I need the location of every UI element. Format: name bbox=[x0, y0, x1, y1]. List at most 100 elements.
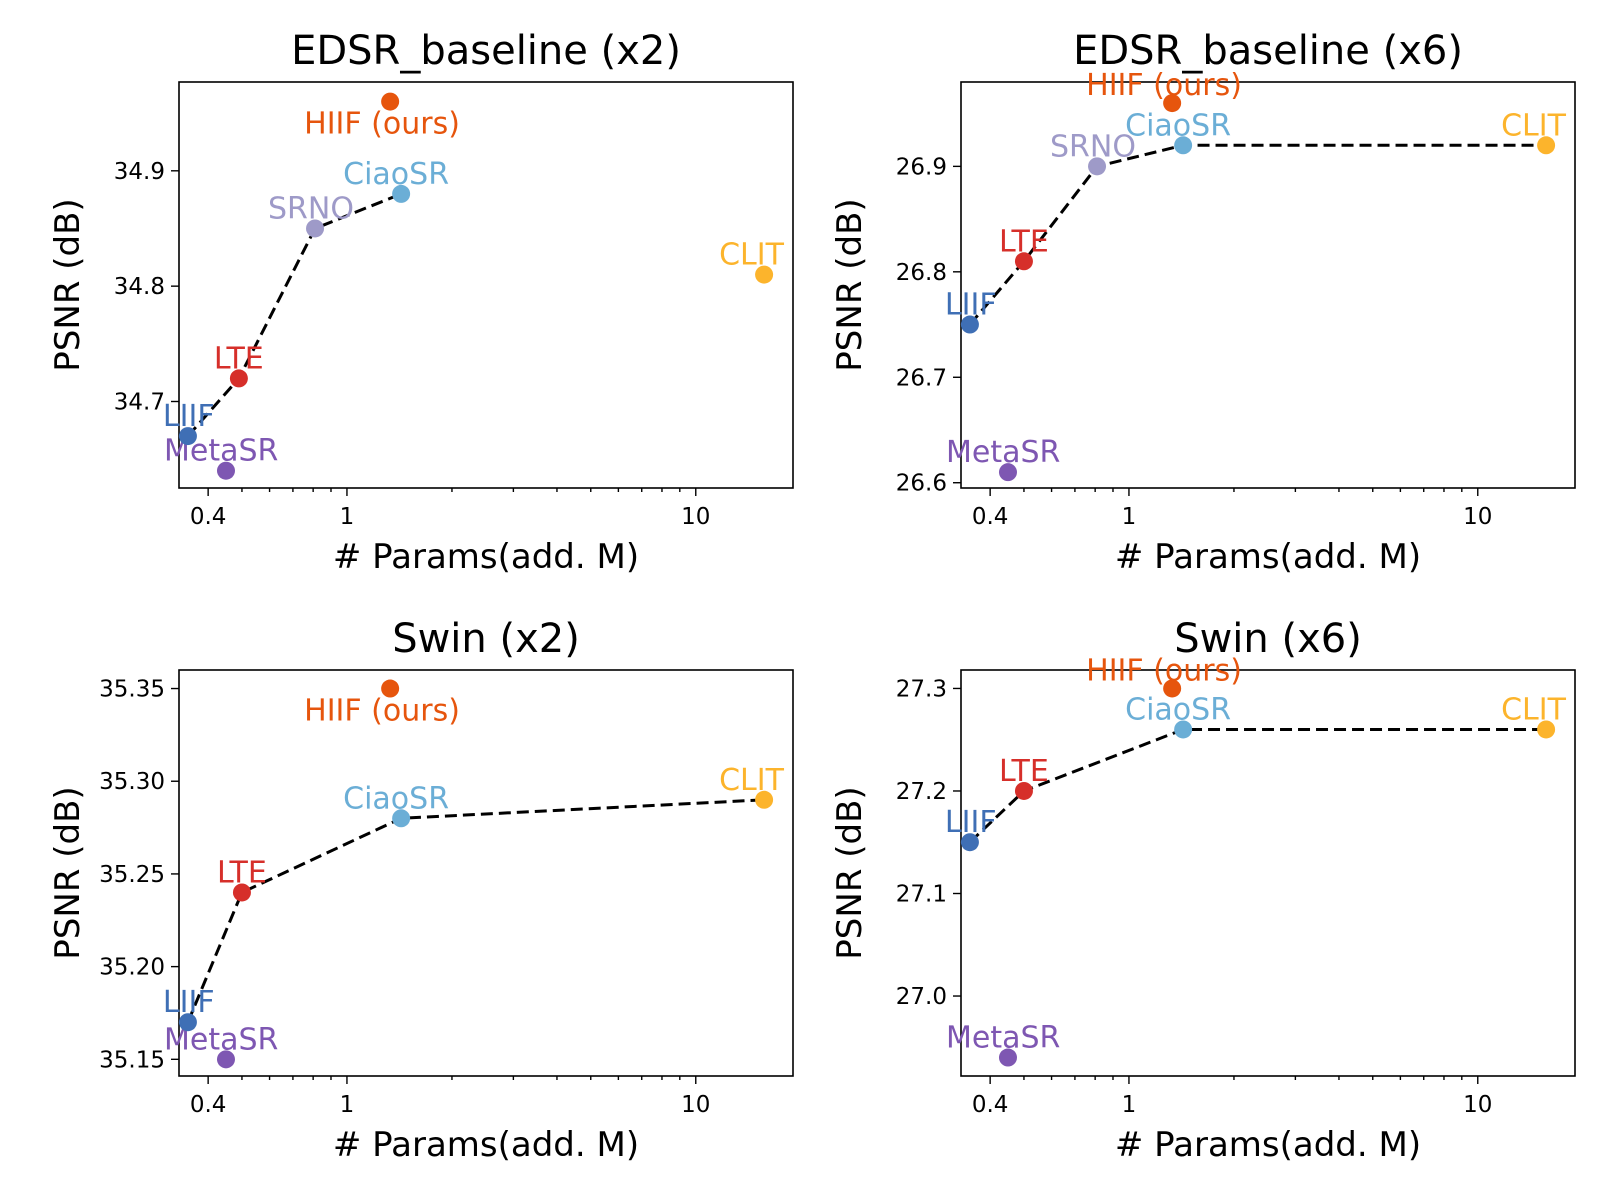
point-label: SRNO bbox=[1050, 129, 1136, 164]
point-hiif-ours bbox=[381, 92, 400, 111]
point-metasr bbox=[998, 1048, 1017, 1067]
x-tick-label: 0.4 bbox=[972, 504, 1009, 530]
x-tick-label: 0.4 bbox=[972, 1092, 1009, 1118]
y-tick-label: 27.0 bbox=[896, 984, 947, 1010]
pareto-front-line bbox=[186, 192, 402, 438]
pareto-front-line bbox=[968, 728, 1547, 844]
point-label: LTE bbox=[999, 754, 1049, 789]
x-tick-label: 1 bbox=[340, 504, 355, 530]
pareto-front-line bbox=[968, 143, 1547, 326]
point-liif bbox=[178, 1013, 197, 1032]
chart-title: Swin (x6) bbox=[1174, 616, 1362, 662]
point-lte bbox=[232, 883, 251, 902]
x-tick-label: 0.4 bbox=[190, 1092, 227, 1118]
point-label: SRNO bbox=[268, 191, 354, 226]
y-tick-label: 35.15 bbox=[99, 1047, 165, 1073]
point-hiif-ours bbox=[1163, 94, 1182, 113]
subplot-1: EDSR_baseline (x2) 34.7 34.8 34.9 0.4 1 10 # Pa… bbox=[48, 28, 794, 577]
pareto-front-line bbox=[186, 798, 765, 1023]
x-axis-label: # Params(add. M) bbox=[1115, 1125, 1421, 1165]
point-ciaosr bbox=[1174, 720, 1193, 739]
point-label: CiaoSR bbox=[1125, 108, 1231, 143]
point-metasr bbox=[216, 461, 235, 480]
point-srno bbox=[306, 219, 325, 238]
y-tick-label: 35.35 bbox=[99, 677, 165, 703]
y-axis-label: PSNR (dB) bbox=[48, 786, 88, 959]
point-label: HIIF (ours) bbox=[304, 694, 460, 729]
point-ciaosr bbox=[392, 184, 411, 203]
y-tick-label: 34.7 bbox=[114, 389, 165, 415]
point-label: CLIT bbox=[1501, 108, 1567, 143]
point-hiif-ours bbox=[1163, 679, 1182, 698]
point-label: MetaSR bbox=[946, 435, 1060, 470]
point-label: CiaoSR bbox=[1125, 692, 1231, 727]
point-liif bbox=[178, 427, 197, 446]
chart-title: EDSR_baseline (x2) bbox=[291, 28, 681, 74]
x-tick-label: 10 bbox=[681, 504, 710, 530]
x-tick-label: 1 bbox=[340, 1092, 355, 1118]
chart-title: Swin (x2) bbox=[392, 616, 580, 662]
y-tick-label: 34.8 bbox=[114, 274, 165, 300]
point-label: HIIF (ours) bbox=[1086, 653, 1242, 688]
y-tick-label: 26.7 bbox=[896, 365, 947, 391]
subplot-3: Swin (x2) 35.15 35.20 35.25 35.30 35.35 0.4 1 10… bbox=[48, 616, 794, 1165]
subplot-4: Swin (x6) 27.0 27.1 27.2 27.3 0.4 1 10 # Params(… bbox=[830, 616, 1576, 1165]
point-label: LIIF bbox=[163, 985, 215, 1020]
point-metasr bbox=[998, 463, 1017, 482]
point-label: MetaSR bbox=[946, 1021, 1060, 1056]
point-label: LIIF bbox=[945, 805, 997, 840]
point-clit bbox=[1537, 136, 1556, 155]
point-label: CiaoSR bbox=[343, 781, 449, 816]
point-lte bbox=[1014, 252, 1033, 271]
point-label: LTE bbox=[214, 341, 264, 376]
y-tick-label: 26.8 bbox=[896, 260, 947, 286]
y-tick-label: 34.9 bbox=[114, 159, 165, 185]
x-axis-label: # Params(add. M) bbox=[333, 1125, 639, 1165]
point-srno bbox=[1088, 157, 1107, 176]
y-tick-label: 26.9 bbox=[896, 154, 947, 180]
point-clit bbox=[755, 265, 774, 284]
y-axis-label: PSNR (dB) bbox=[830, 198, 870, 371]
point-clit bbox=[755, 790, 774, 809]
point-label: LTE bbox=[217, 855, 267, 890]
x-tick-label: 0.4 bbox=[190, 504, 227, 530]
y-tick-label: 26.6 bbox=[896, 471, 947, 497]
point-metasr bbox=[216, 1050, 235, 1069]
point-liif bbox=[960, 315, 979, 334]
x-axis-label: # Params(add. M) bbox=[1115, 537, 1421, 577]
y-tick-label: 35.30 bbox=[99, 769, 165, 795]
y-tick-label: 27.2 bbox=[896, 779, 947, 805]
point-label: CLIT bbox=[719, 238, 785, 273]
x-tick-label: 10 bbox=[1463, 504, 1492, 530]
point-lte bbox=[229, 369, 248, 388]
point-label: LIIF bbox=[945, 288, 997, 323]
y-tick-label: 27.3 bbox=[896, 676, 947, 702]
point-ciaosr bbox=[392, 809, 411, 828]
point-hiif-ours bbox=[381, 679, 400, 698]
y-tick-label: 27.1 bbox=[896, 882, 947, 908]
plot-frame bbox=[960, 669, 1576, 1077]
x-axis-label: # Params(add. M) bbox=[333, 537, 639, 577]
point-label: LIIF bbox=[163, 399, 215, 434]
plot-frame bbox=[960, 81, 1576, 489]
point-label: CLIT bbox=[1501, 692, 1567, 727]
point-lte bbox=[1014, 781, 1033, 800]
chart-title: EDSR_baseline (x6) bbox=[1073, 28, 1463, 74]
point-label: LTE bbox=[999, 224, 1049, 259]
y-tick-label: 35.25 bbox=[99, 862, 165, 888]
point-label: HIIF (ours) bbox=[1086, 68, 1242, 103]
point-label: CLIT bbox=[719, 763, 785, 798]
x-tick-label: 10 bbox=[1463, 1092, 1492, 1118]
subplot-2: EDSR_baseline (x6) 26.6 26.7 26.8 26.9 0.4 1 10… bbox=[830, 28, 1576, 577]
point-liif bbox=[960, 833, 979, 852]
x-tick-label: 1 bbox=[1122, 504, 1137, 530]
y-tick-label: 35.20 bbox=[99, 955, 165, 981]
y-axis-label: PSNR (dB) bbox=[48, 198, 88, 371]
point-ciaosr bbox=[1174, 136, 1193, 155]
point-clit bbox=[1537, 720, 1556, 739]
point-label: CiaoSR bbox=[343, 157, 449, 192]
point-label: HIIF (ours) bbox=[304, 107, 460, 142]
plot-frame bbox=[178, 669, 794, 1077]
plot-frame bbox=[178, 81, 794, 489]
x-tick-label: 10 bbox=[681, 1092, 710, 1118]
